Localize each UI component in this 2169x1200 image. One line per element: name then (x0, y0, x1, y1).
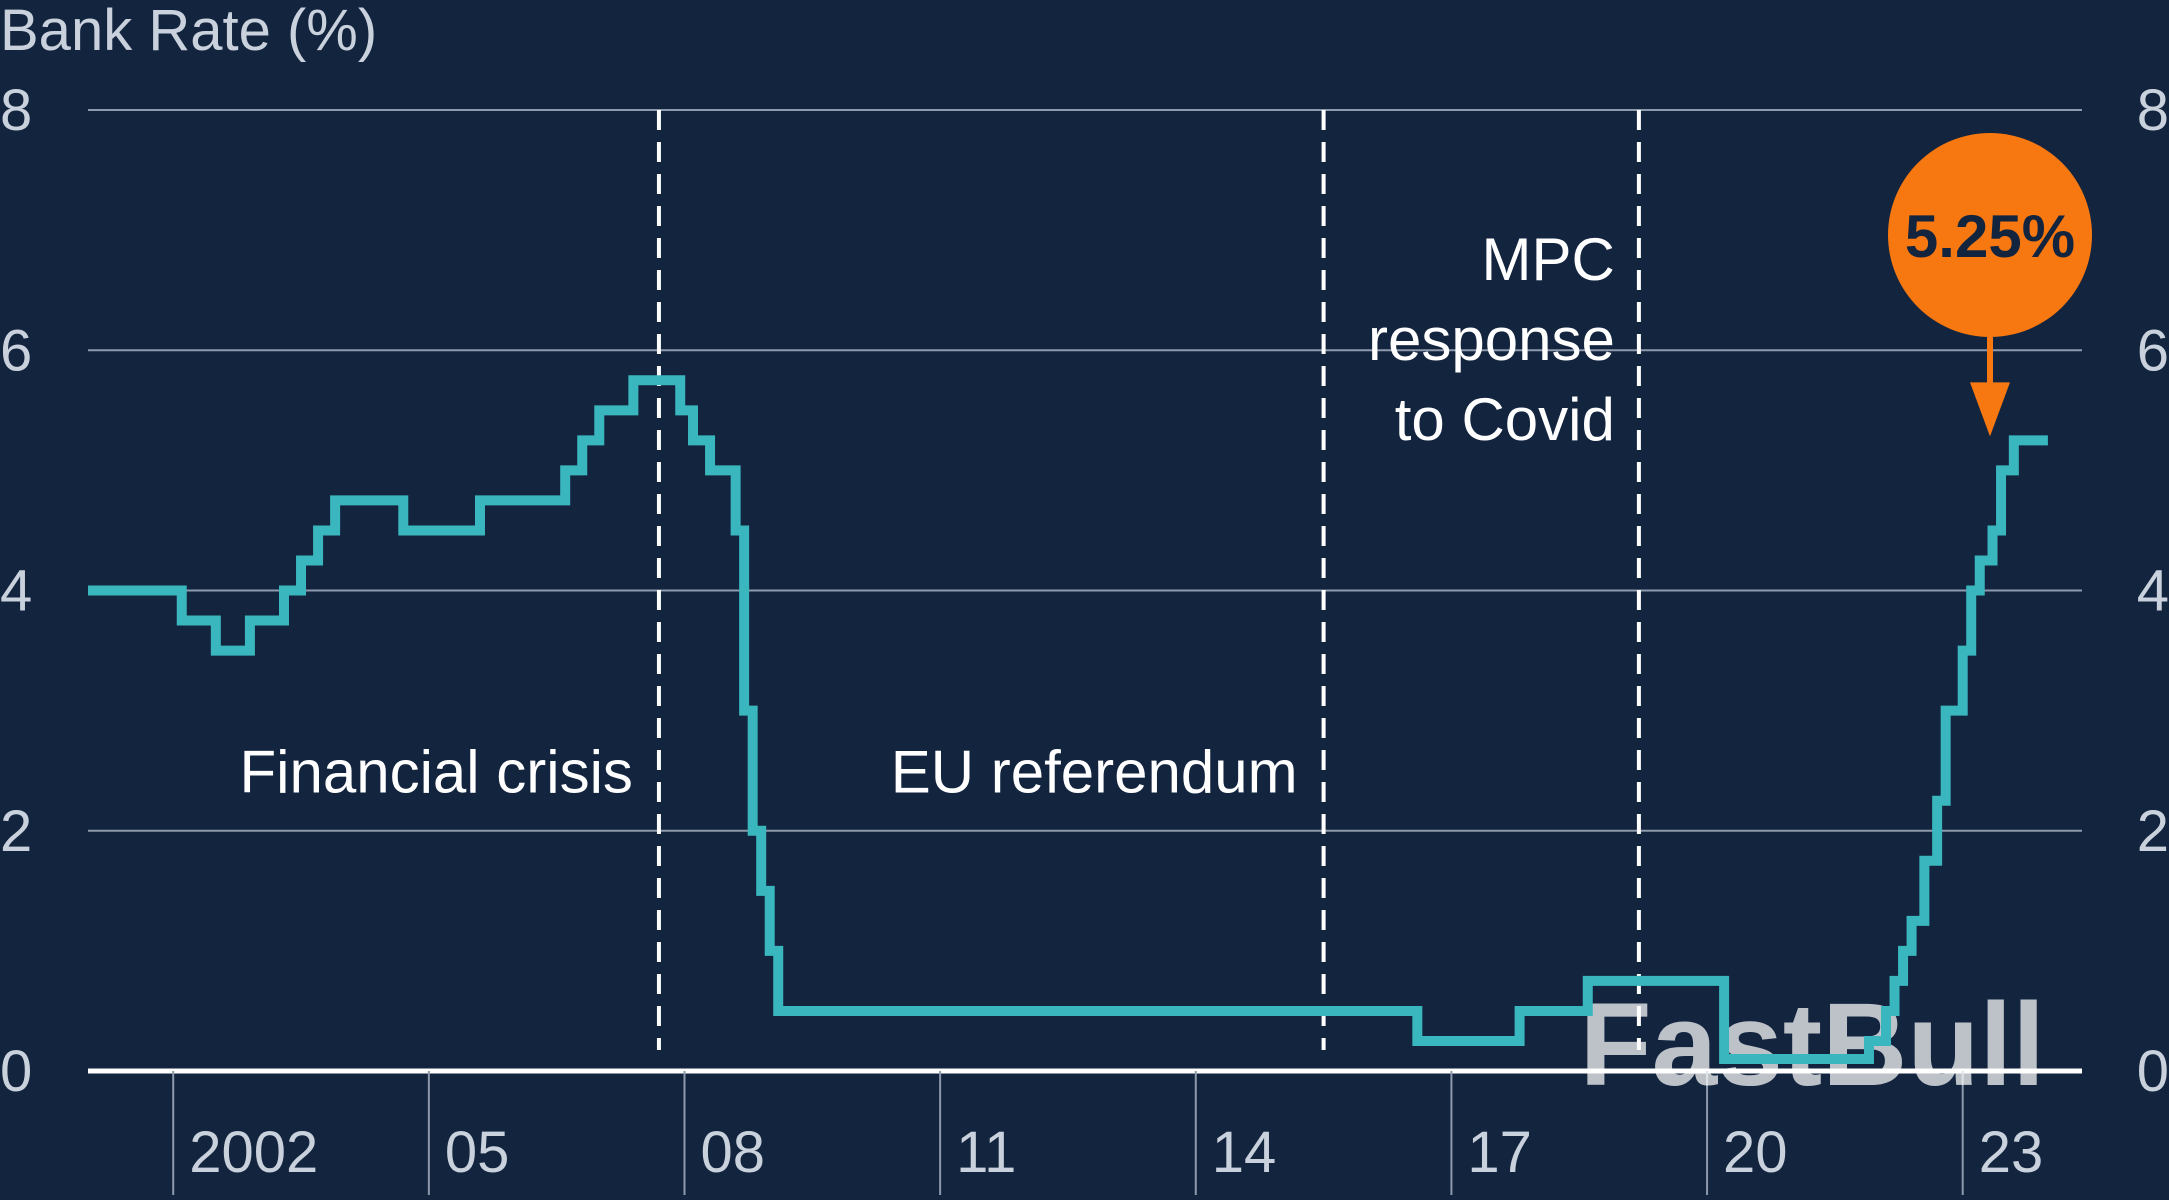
event-label-3-line-1: MPC (1482, 226, 1615, 293)
y-tick-left-0: 0 (0, 1039, 32, 1104)
fastbull-watermark: FastBull (1580, 979, 2046, 1111)
x-tick-label-23: 23 (1979, 1120, 2044, 1185)
callout-layer: 5.25% (1888, 133, 2092, 437)
x-tick-label-17: 17 (1467, 1120, 1532, 1185)
y-tick-right-0: 0 (2137, 1039, 2169, 1104)
callout-bubble (1888, 133, 2092, 337)
x-tick-label-14: 14 (1212, 1120, 1277, 1185)
y-tick-right-2: 2 (2137, 799, 2169, 864)
y-tick-left-2: 2 (0, 799, 32, 864)
event-lines-layer: Financial crisis EU referendum MPC response… (239, 110, 1641, 1050)
series-layer (88, 375, 2048, 1064)
y-axis-label: Bank Rate (%) (0, 0, 377, 63)
x-tick-label-2002: 2002 (189, 1120, 318, 1185)
x-tick-label-11: 11 (956, 1120, 1016, 1185)
y-tick-right-4: 4 (2137, 559, 2169, 624)
y-tick-right-8: 8 (2137, 78, 2169, 143)
event-label-1: Financial crisis (239, 739, 632, 806)
y-tick-left-8: 8 (0, 78, 32, 143)
callout-value: 5.25% (1905, 203, 2075, 270)
series-line-1 (88, 375, 2048, 1064)
event-label-3-line-2: response (1368, 306, 1615, 373)
x-tick-label-20: 20 (1723, 1120, 1788, 1185)
x-tick-labels: 2002 05 08 11 14 17 20 23 (189, 1120, 2043, 1185)
event-label-2: EU referendum (891, 739, 1298, 806)
x-tick-label-08: 08 (700, 1120, 765, 1185)
y-tick-labels: 0 0 2 2 4 4 6 6 8 8 (0, 78, 2169, 1104)
grid-layer (88, 109, 2082, 1195)
event-label-3-line-3: to Covid (1395, 386, 1615, 453)
x-tick-label-05: 05 (445, 1120, 510, 1185)
watermark-layer: FastBull (1580, 979, 2046, 1111)
event-label-3: MPC response to Covid (1368, 226, 1615, 453)
y-tick-right-6: 6 (2137, 318, 2169, 383)
y-tick-left-4: 4 (0, 559, 32, 624)
callout-arrow-head (1970, 382, 2010, 437)
y-tick-left-6: 6 (0, 318, 32, 383)
